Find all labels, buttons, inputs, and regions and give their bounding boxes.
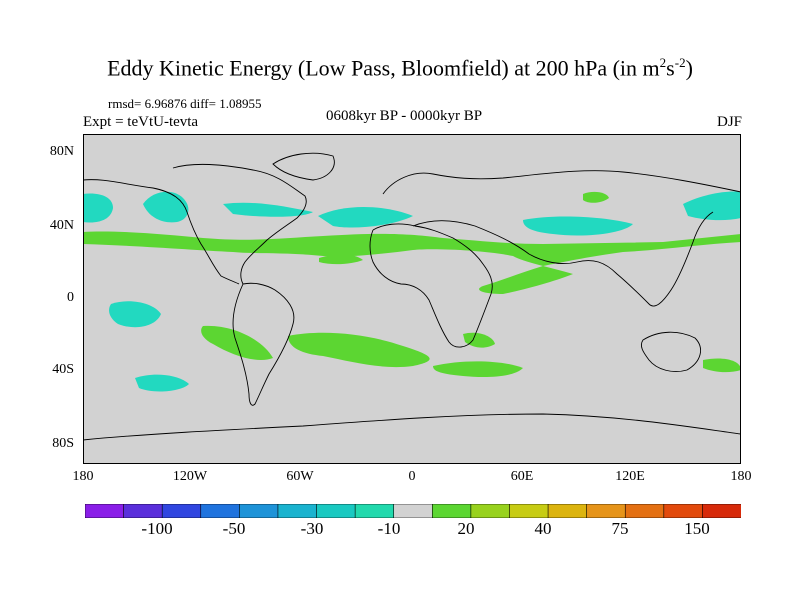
plot-title: Eddy Kinetic Energy (Low Pass, Bloomfiel… [107,55,693,81]
colorbar-cell [354,504,395,518]
x-tick-label: 60E [510,469,534,484]
colorbar-label: -100 [141,519,173,538]
colorbar-cell [702,504,741,518]
coast-africa [369,223,493,348]
colorbar-cell [85,504,125,518]
colorbar-label: -30 [300,519,324,538]
colorbar-cell [547,504,588,518]
stats-text: rmsd= 6.96876 diff= 1.08955 [108,96,262,111]
x-tick-label: 0 [408,469,416,484]
coast-antarctica [83,413,741,441]
experiment-label: Expt = teVtU-tevta [83,114,199,130]
positive-patch-indian [433,361,523,378]
colorbar-cell [431,504,472,518]
negative-patch-northpacific [143,191,189,223]
negative-patch-southpacific [135,374,189,392]
map-border [83,134,741,464]
colorbar-label: -50 [222,519,246,538]
positive-patch-atlantic [319,254,363,265]
y-tick-label: 80N [49,144,74,159]
coast-pacific-na [83,179,240,285]
x-tick-label: 180 [730,469,752,484]
x-tick-label: 60W [286,469,314,484]
negative-patch-westpacific [83,193,113,223]
positive-patch-southatlantic [288,332,430,368]
colorbar-cell [663,504,704,518]
coast-atlantic-na [172,163,307,285]
colorbar-cell [277,504,318,518]
colorbar-cell [239,504,279,518]
colorbar-label: -10 [377,519,401,538]
negative-patch-northwestpacific [683,191,741,221]
y-tick-label: 40S [52,362,74,377]
negative-patch-northatlantic [318,207,413,228]
coast-eurasia-north [382,170,741,195]
y-tick-label: 80S [52,436,74,451]
positive-anomaly-fill [83,191,741,378]
period-label: 0608kyr BP - 0000kyr BP [325,108,483,124]
colorbar [85,504,741,518]
colorbar-cell [123,504,163,518]
colorbar-cell [393,504,433,518]
colorbar-cell [586,504,626,518]
world-map [83,134,741,464]
coast-australia [640,331,702,372]
colorbar-cell [200,504,240,518]
negative-patch-northamerica [223,202,313,217]
positive-patch-pacific-east [703,358,741,373]
season-label: DJF [716,114,742,130]
positive-patch-asia [583,191,609,203]
negative-patch-eurasia [523,216,633,236]
colorbar-label: 75 [611,519,629,538]
y-tick-label: 40N [49,218,74,233]
coastlines [83,152,741,441]
negative-patch-tropicalpacific [109,301,161,328]
colorbar-cell [470,504,511,518]
x-tick-label: 120E [615,469,645,484]
positive-patch-madagascar [463,332,495,348]
y-tick-label: 0 [67,290,74,305]
map-background [83,134,741,464]
colorbar-label: 150 [684,519,710,538]
negative-anomaly-fill [83,191,741,392]
colorbar-cell [161,504,202,518]
colorbar-label: 20 [457,519,475,538]
colorbar-cell [624,504,665,518]
colorbar-cell [509,504,549,518]
x-tick-label: 120W [172,469,208,484]
x-tick-label: 180 [72,469,94,484]
colorbar-cell [316,504,356,518]
coast-greenland [272,152,335,181]
coast-eurasia-south [412,211,714,307]
positive-band-north [83,231,741,294]
coast-southamerica [232,282,295,406]
colorbar-label: 40 [534,519,552,538]
